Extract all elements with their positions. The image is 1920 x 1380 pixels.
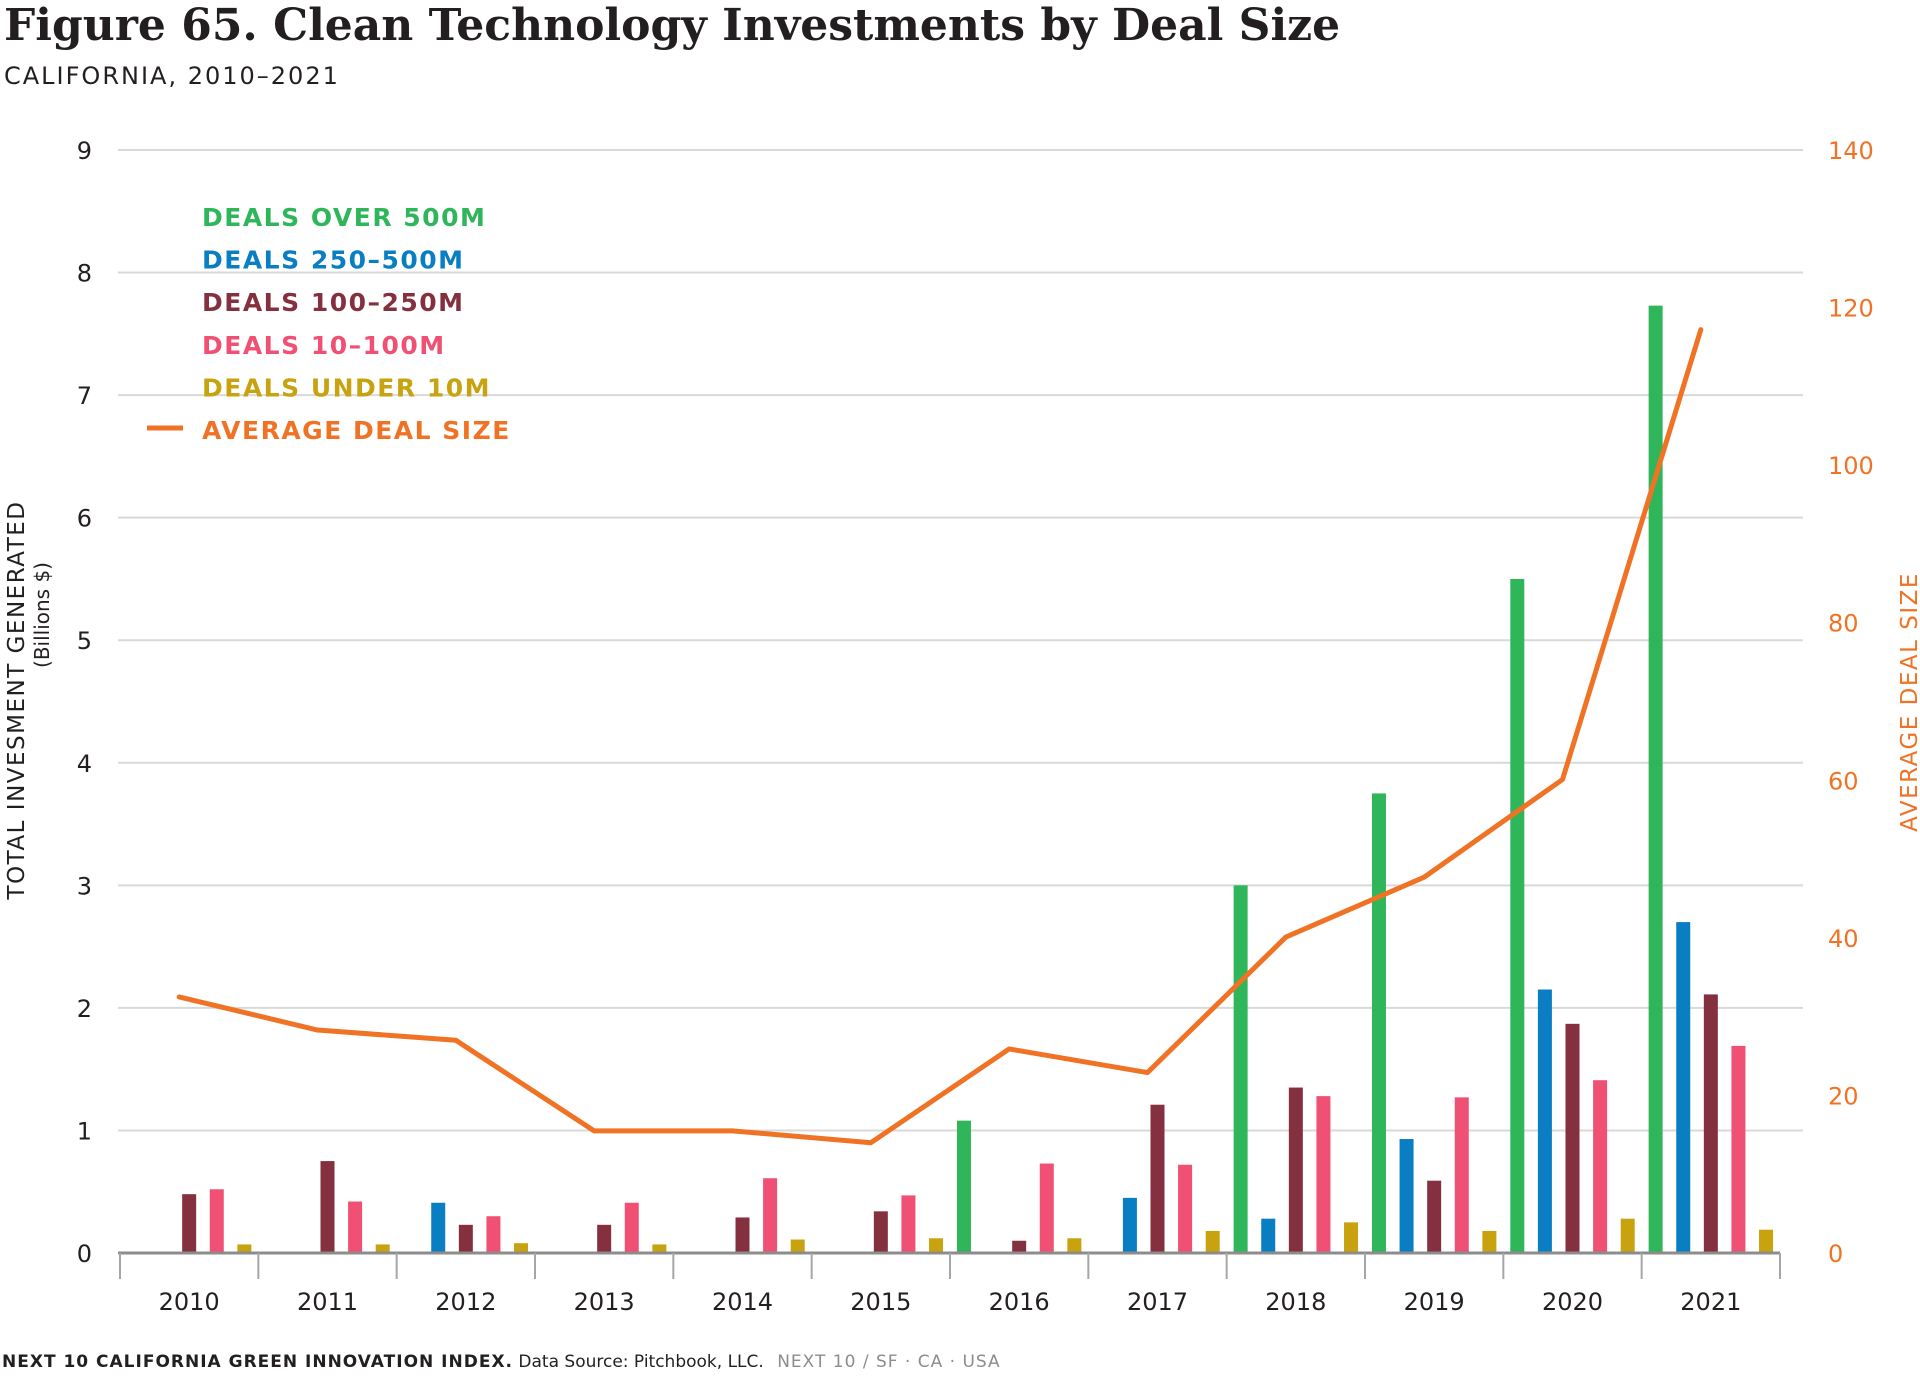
y2-tick-label: 20 [1828,1082,1859,1110]
x-tick-label: 2020 [1542,1288,1603,1316]
x-tick-label: 2013 [574,1288,635,1316]
x-tick-label: 2011 [297,1288,358,1316]
legend-entry: AVERAGE DEAL SIZE [202,416,511,445]
bar [1648,305,1663,1253]
average-deal-size-line [176,327,1704,1146]
bar [1205,1230,1220,1253]
bar [486,1216,501,1253]
y2-tick-label: 100 [1828,452,1874,480]
x-tick-label: 2019 [1404,1288,1465,1316]
y2-tick-label: 40 [1828,925,1859,953]
legend-entry: DEALS OVER 500M [202,203,486,232]
bar [182,1194,197,1253]
y2-tick-label: 80 [1828,610,1859,638]
y-tick-label: 1 [77,1117,92,1145]
bar [735,1217,750,1253]
bar [763,1178,778,1253]
bar [790,1239,805,1253]
bar [320,1161,335,1253]
bar [901,1195,916,1253]
x-tick-label: 2016 [989,1288,1050,1316]
y2-axis-title: AVERAGE DEAL SIZE [1897,572,1920,832]
legend-entry: DEALS 10–100M [202,331,446,360]
bar [1454,1097,1469,1253]
bar [1039,1163,1054,1253]
bar [514,1243,529,1253]
bar [1510,578,1525,1253]
bar [1067,1238,1082,1253]
bar [1565,1023,1580,1253]
x-tick-label: 2018 [1265,1288,1326,1316]
bar [929,1238,944,1253]
bar [1122,1197,1137,1253]
y-tick-label: 3 [77,872,92,900]
y-tick-label: 9 [77,137,92,165]
bar [1012,1240,1027,1253]
footer-org: NEXT 10 CALIFORNIA GREEN INNOVATION INDE… [2,1352,514,1372]
chart-subtitle: CALIFORNIA, 2010–2021 [4,62,340,90]
bar [1288,1087,1303,1253]
bar [1620,1218,1635,1253]
y-tick-label: 4 [77,750,92,778]
bar [348,1201,363,1253]
bar [1482,1230,1497,1253]
y-tick-label: 5 [77,627,92,655]
bar [431,1202,446,1253]
bar [375,1244,390,1253]
bar [597,1224,612,1253]
bar [1537,989,1552,1253]
bar [458,1224,473,1253]
x-tick-label: 2014 [712,1288,773,1316]
legend-entry: DEALS UNDER 10M [202,373,491,402]
y-tick-label: 2 [77,995,92,1023]
bar [873,1211,888,1253]
bar [1344,1222,1359,1253]
bar [1399,1139,1414,1253]
y2-tick-label: 120 [1828,295,1874,323]
y-tick-label: 8 [77,260,92,288]
bar [1427,1180,1442,1253]
bar [1178,1164,1193,1253]
footer: NEXT 10 CALIFORNIA GREEN INNOVATION INDE… [2,1352,1001,1372]
y-tick-label: 0 [77,1240,92,1268]
bar [1676,922,1691,1253]
bar [1703,994,1718,1253]
bar [1731,1045,1746,1253]
bar [624,1202,639,1253]
chart-title: Figure 65. Clean Technology Investments … [4,0,1341,51]
bar [956,1120,971,1253]
bar [652,1244,667,1253]
bar [1371,793,1386,1253]
bar [1261,1218,1276,1253]
x-tick-label: 2017 [1127,1288,1188,1316]
bar [1233,885,1248,1253]
y2-tick-label: 0 [1828,1240,1843,1268]
legend-entry: DEALS 250–500M [202,246,465,275]
y2-tick-label: 140 [1828,137,1874,165]
x-tick-label: 2012 [435,1288,496,1316]
x-tick-label: 2021 [1680,1288,1741,1316]
footer-brand: NEXT 10 / SF · CA · USA [777,1352,1001,1372]
bar [1316,1096,1331,1253]
x-tick-label: 2010 [159,1288,220,1316]
bar [1150,1104,1165,1253]
bar [1759,1229,1774,1253]
x-tick-label: 2015 [850,1288,911,1316]
footer-source: Data Source: Pitchbook, LLC. [518,1352,764,1372]
y-axis-subtitle: (Billions $) [30,562,54,668]
bar [237,1244,252,1253]
y-tick-label: 6 [77,505,92,533]
y-tick-label: 7 [77,382,92,410]
bar [1593,1080,1608,1253]
legend-entry: DEALS 100–250M [202,288,465,317]
y2-tick-label: 60 [1828,767,1859,795]
bar [209,1189,224,1253]
y-axis-title: TOTAL INVESMENT GENERATED [4,501,30,901]
